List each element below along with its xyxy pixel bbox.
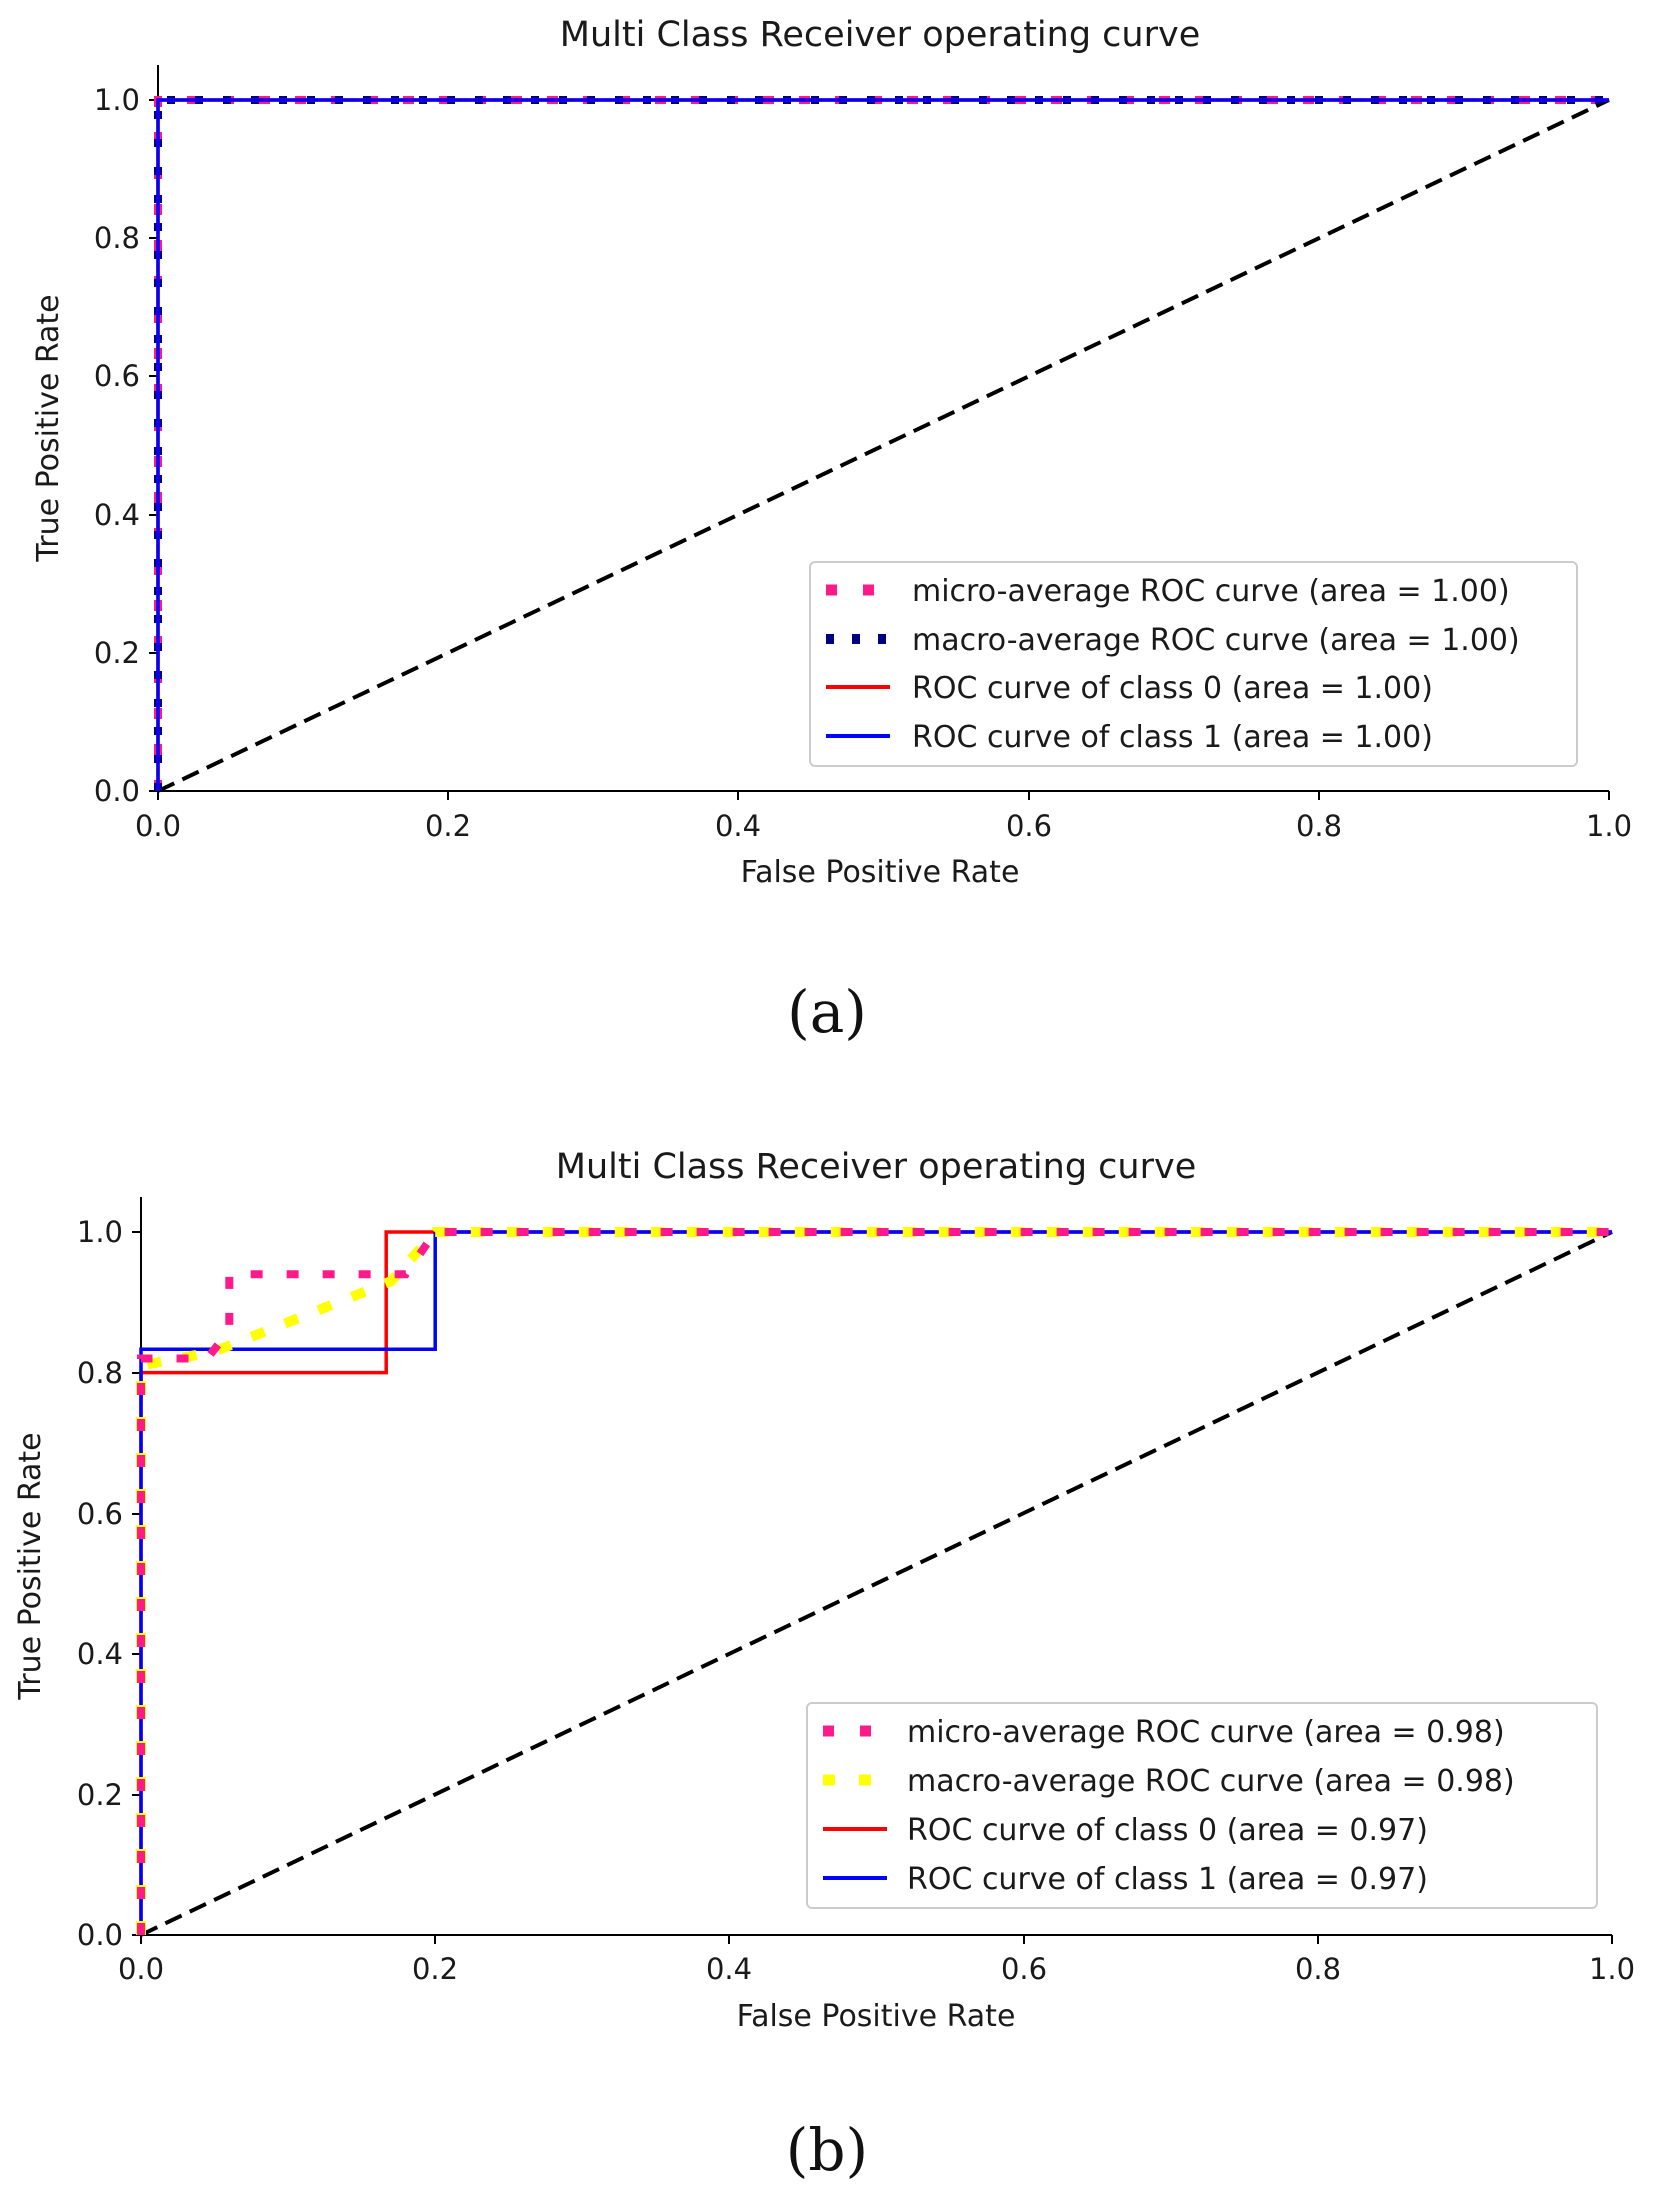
legend-label-macro-average: macro-average ROC curve (area = 0.98) <box>907 1764 1515 1799</box>
panel-caption-b: (b) <box>786 2116 868 2184</box>
y-tick-label: 0.4 <box>94 498 140 532</box>
plot-area <box>136 1227 1613 1937</box>
y-tick-label: 0.0 <box>77 1918 123 1952</box>
y-tick-label: 1.0 <box>77 1215 123 1249</box>
y-ticks: 0.0 0.2 0.4 0.6 0.8 1.0 <box>94 83 158 808</box>
y-axis-label: True Positive Rate <box>13 1432 48 1700</box>
legend-frame <box>806 1702 1598 1909</box>
chart-title: Multi Class Receiver operating curve <box>556 1147 1196 1187</box>
chart-title: Multi Class Receiver operating curve <box>560 15 1200 55</box>
x-tick-label: 0.6 <box>1001 1952 1047 1986</box>
x-tick-label: 1.0 <box>1586 809 1632 843</box>
y-tick-label: 1.0 <box>94 83 140 117</box>
reference-diagonal <box>157 98 1610 793</box>
x-tick-label: 0.2 <box>412 1952 458 1986</box>
legend-label-class-0: ROC curve of class 0 (area = 1.00) <box>912 671 1433 706</box>
y-tick-label: 0.8 <box>77 1356 123 1390</box>
x-tick-label: 0.4 <box>706 1952 752 1986</box>
x-tick-label: 0.0 <box>135 809 181 843</box>
series-line-class-1 <box>139 1230 1612 1935</box>
y-tick-label: 0.6 <box>77 1497 123 1531</box>
y-tick-label: 0.4 <box>77 1637 123 1671</box>
series-line-class-1 <box>156 98 1609 791</box>
legend-label-class-1: ROC curve of class 1 (area = 1.00) <box>912 720 1433 755</box>
legend-frame <box>809 561 1578 767</box>
panel-caption-a: (a) <box>787 978 867 1046</box>
legend-label-class-1: ROC curve of class 1 (area = 0.97) <box>907 1862 1428 1897</box>
x-ticks: 0.0 0.2 0.4 0.6 0.8 1.0 <box>118 1935 1635 1986</box>
legend: micro-average ROC curve (area = 0.98) ma… <box>806 1702 1598 1909</box>
y-tick-label: 0.2 <box>94 636 140 670</box>
y-tick-label: 0.6 <box>94 359 140 393</box>
y-tick-label: 0.2 <box>77 1778 123 1812</box>
legend-label-micro-average: micro-average ROC curve (area = 0.98) <box>907 1715 1505 1750</box>
y-axis-label-text: True Positive Rate <box>31 294 66 562</box>
chart-panel-a: Multi Class Receiver operating curve Tru… <box>31 15 1632 1046</box>
legend: micro-average ROC curve (area = 1.00) ma… <box>809 561 1578 767</box>
x-tick-label: 0.8 <box>1296 809 1342 843</box>
y-tick-label: 0.0 <box>94 774 140 808</box>
x-tick-label: 0.0 <box>118 1952 164 1986</box>
x-tick-label: 1.0 <box>1589 1952 1635 1986</box>
x-tick-label: 0.6 <box>1006 809 1052 843</box>
y-axis-label-text: True Positive Rate <box>13 1432 48 1700</box>
legend-label-micro-average: micro-average ROC curve (area = 1.00) <box>912 574 1510 609</box>
x-axis-label: False Positive Rate <box>741 855 1020 890</box>
x-ticks: 0.0 0.2 0.4 0.6 0.8 1.0 <box>135 791 1632 843</box>
legend-label-macro-average: macro-average ROC curve (area = 1.00) <box>912 623 1520 658</box>
x-tick-label: 0.4 <box>715 809 761 843</box>
x-axis-label: False Positive Rate <box>737 1999 1016 2034</box>
y-ticks: 0.0 0.2 0.4 0.6 0.8 1.0 <box>77 1215 141 1952</box>
reference-diagonal <box>140 1230 1613 1937</box>
y-tick-label: 0.8 <box>94 221 140 255</box>
y-axis-label: True Positive Rate <box>31 294 66 562</box>
x-tick-label: 0.2 <box>425 809 471 843</box>
chart-panel-b: Multi Class Receiver operating curve Tru… <box>13 1147 1635 2184</box>
plot-area <box>154 96 1610 793</box>
x-tick-label: 0.8 <box>1295 1952 1341 1986</box>
legend-label-class-0: ROC curve of class 0 (area = 0.97) <box>907 1813 1428 1848</box>
